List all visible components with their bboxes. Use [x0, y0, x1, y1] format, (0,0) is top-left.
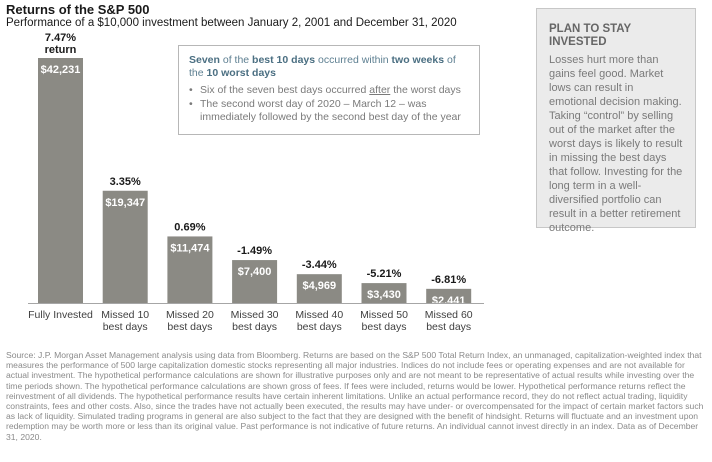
bar-return-label: 3.35% — [110, 176, 141, 188]
sidebar-body: Losses hurt more than gains feel good. M… — [549, 54, 683, 234]
callout-headline-text: occurred within — [315, 54, 392, 66]
bar — [167, 236, 213, 303]
callout-bullet-2: • The second worst day of 2020 – March 12… — [189, 98, 471, 124]
bar-return-label: 0.69% — [174, 221, 205, 233]
callout-headline: Seven of the best 10 days occurred withi… — [189, 54, 471, 80]
bar-value-label: $7,400 — [238, 266, 272, 278]
bullet-text-underlined: after — [369, 84, 391, 96]
x-tick-label: best days — [362, 321, 407, 333]
callout-headline-best: best 10 days — [252, 54, 316, 66]
callout-headline-two-weeks: two weeks — [391, 54, 445, 66]
source-footnote: Source: J.P. Morgan Asset Management ana… — [6, 350, 704, 442]
bar — [296, 274, 342, 303]
x-tick-label: best days — [426, 321, 471, 333]
x-tick-label: Missed 30 — [231, 309, 279, 321]
callout-headline-text: of the — [189, 54, 456, 79]
bar-return-label: -5.21% — [367, 268, 402, 280]
bullet-text: Six of the seven best days occurred — [200, 84, 370, 96]
bar-value-label: $3,430 — [367, 289, 401, 301]
bar-return-label: 7.47% — [45, 32, 76, 44]
chart-subtitle: Performance of a $10,000 investment betw… — [6, 17, 457, 29]
x-tick-label: best days — [103, 321, 148, 333]
bar-return-suffix: return — [45, 44, 77, 56]
plan-sidebar: PLAN TO STAY INVESTED Losses hurt more t… — [536, 8, 696, 234]
bullet-icon: • — [189, 84, 193, 96]
x-tick-label: Missed 20 — [166, 309, 214, 321]
x-tick-label: best days — [232, 321, 277, 333]
callout-headline-worst: 10 worst days — [206, 67, 276, 79]
bar — [426, 288, 472, 303]
bullet-text: The second worst day of 2020 – March 12 … — [200, 98, 461, 123]
bar — [361, 283, 407, 303]
chart-title: Returns of the S&P 500 — [6, 2, 150, 17]
bar-chart: $42,231 7.47%return Fully Invested $19,347 3… — [28, 32, 484, 333]
bar — [102, 190, 148, 303]
bar — [232, 260, 278, 303]
bar-value-label: $19,347 — [105, 197, 145, 209]
bar — [38, 58, 83, 303]
x-tick-label: Missed 50 — [360, 309, 408, 321]
sidebar-title: PLAN TO STAY INVESTED — [549, 23, 632, 48]
x-tick-label: Missed 60 — [425, 309, 473, 321]
bar-value-label: $11,474 — [170, 242, 210, 254]
x-tick-label: Fully Invested — [28, 309, 93, 321]
bar-value-label: $42,231 — [41, 64, 81, 76]
x-tick-label: Missed 10 — [101, 309, 149, 321]
callout-box: Seven of the best 10 days occurred withi… — [178, 45, 480, 135]
bar-return-label: -1.49% — [237, 245, 272, 257]
callout-headline-text: of the — [219, 54, 253, 66]
bar-value-label: $4,969 — [302, 280, 336, 292]
bar-value-label: $2,441 — [432, 295, 466, 307]
x-tick-label: best days — [297, 321, 342, 333]
bar-return-label: -6.81% — [431, 274, 466, 286]
bullet-icon: • — [189, 98, 193, 110]
callout-headline-seven: Seven — [189, 54, 220, 66]
bar-return-label: -3.44% — [302, 259, 337, 271]
bullet-text: the worst days — [390, 84, 461, 96]
x-tick-label: best days — [167, 321, 212, 333]
callout-bullets: • Six of the seven best days occurred aft… — [189, 84, 471, 124]
callout-bullet-1: • Six of the seven best days occurred aft… — [189, 84, 471, 97]
x-tick-label: Missed 40 — [295, 309, 343, 321]
